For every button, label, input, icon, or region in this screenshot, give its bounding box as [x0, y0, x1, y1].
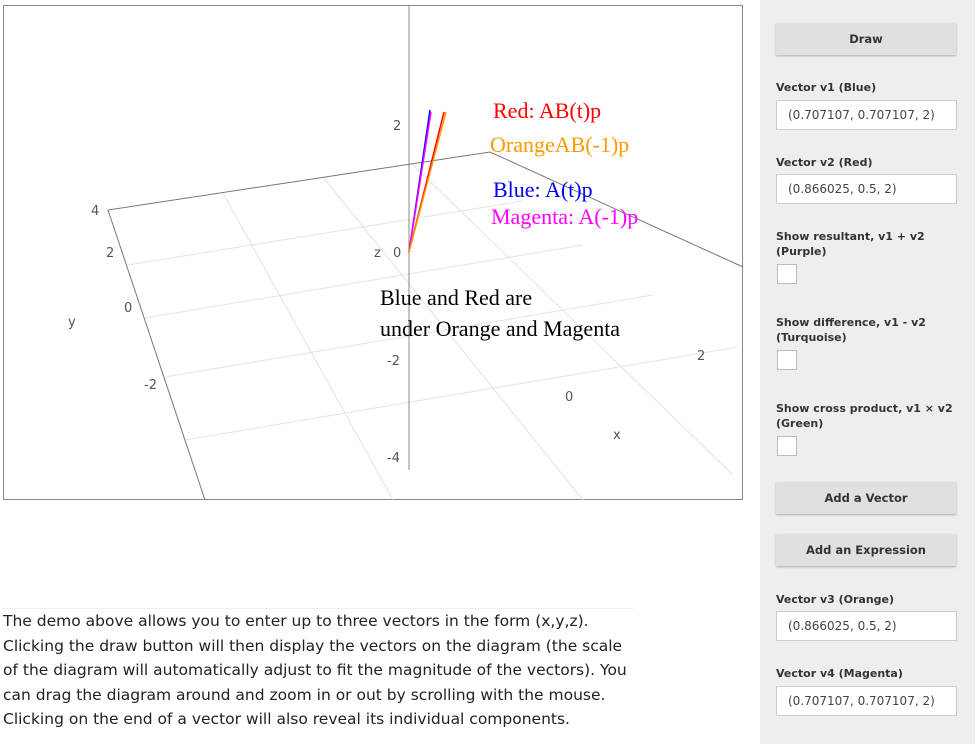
x-label: x [613, 428, 621, 443]
checkbox-label: Show resultant, v1 + v2 (Purple) [776, 230, 925, 258]
plot-3d[interactable]: 2 0 -2 -4 z 4 2 0 -2 y 2 0 x Red: AB(t)p… [3, 5, 744, 501]
checkbox[interactable] [777, 264, 797, 284]
field-label: Vector v2 (Red) [776, 156, 873, 169]
annotation: under Orange and Magenta [380, 316, 620, 341]
plot-frame [3, 5, 743, 500]
description: The demo above allows you to enter up to… [3, 608, 633, 732]
field-label: Vector v3 (Orange) [776, 593, 895, 606]
add-expression-button[interactable]: Add an Expression [776, 534, 956, 566]
annotation: Magenta: A(-1)p [491, 204, 638, 229]
sidebar: Draw Vector v1 (Blue) (0.707107, 0.70710… [760, 0, 975, 744]
vector-input[interactable]: (0.707107, 0.707107, 2) [776, 100, 957, 130]
add-vector-button[interactable]: Add a Vector [776, 482, 956, 514]
y-tick: 4 [91, 204, 99, 219]
field-label: Vector v1 (Blue) [776, 81, 877, 94]
y-tick: 0 [124, 301, 132, 316]
checkbox[interactable] [777, 436, 797, 456]
annotation: Red: AB(t)p [493, 98, 601, 123]
draw-button[interactable]: Draw [776, 23, 956, 55]
field-label: Vector v4 (Magenta) [776, 667, 903, 680]
x-tick: 2 [697, 349, 705, 364]
vector-input[interactable]: (0.866025, 0.5, 2) [776, 174, 957, 204]
y-tick: -2 [144, 378, 157, 393]
x-tick: 0 [565, 390, 573, 405]
z-tick: 0 [393, 246, 401, 261]
z-tick: -2 [387, 354, 400, 369]
checkbox[interactable] [777, 350, 797, 370]
y-tick: 2 [106, 246, 114, 261]
checkbox-label: Show difference, v1 - v2 (Turquoise) [776, 316, 926, 344]
vectors [408, 109, 447, 253]
z-tick: 2 [393, 119, 401, 134]
annotation: Blue and Red are [380, 285, 532, 310]
plane-edge [107, 151, 744, 501]
vector-input[interactable]: (0.707107, 0.707107, 2) [776, 686, 957, 716]
vector-input[interactable]: (0.866025, 0.5, 2) [776, 611, 957, 641]
z-label: z [374, 246, 381, 261]
annotation: OrangeAB(-1)p [490, 132, 629, 157]
z-tick: -4 [387, 451, 400, 466]
y-label: y [68, 315, 76, 330]
checkbox-label: Show cross product, v1 × v2 (Green) [776, 402, 953, 430]
annotation: Blue: A(t)p [493, 177, 593, 202]
